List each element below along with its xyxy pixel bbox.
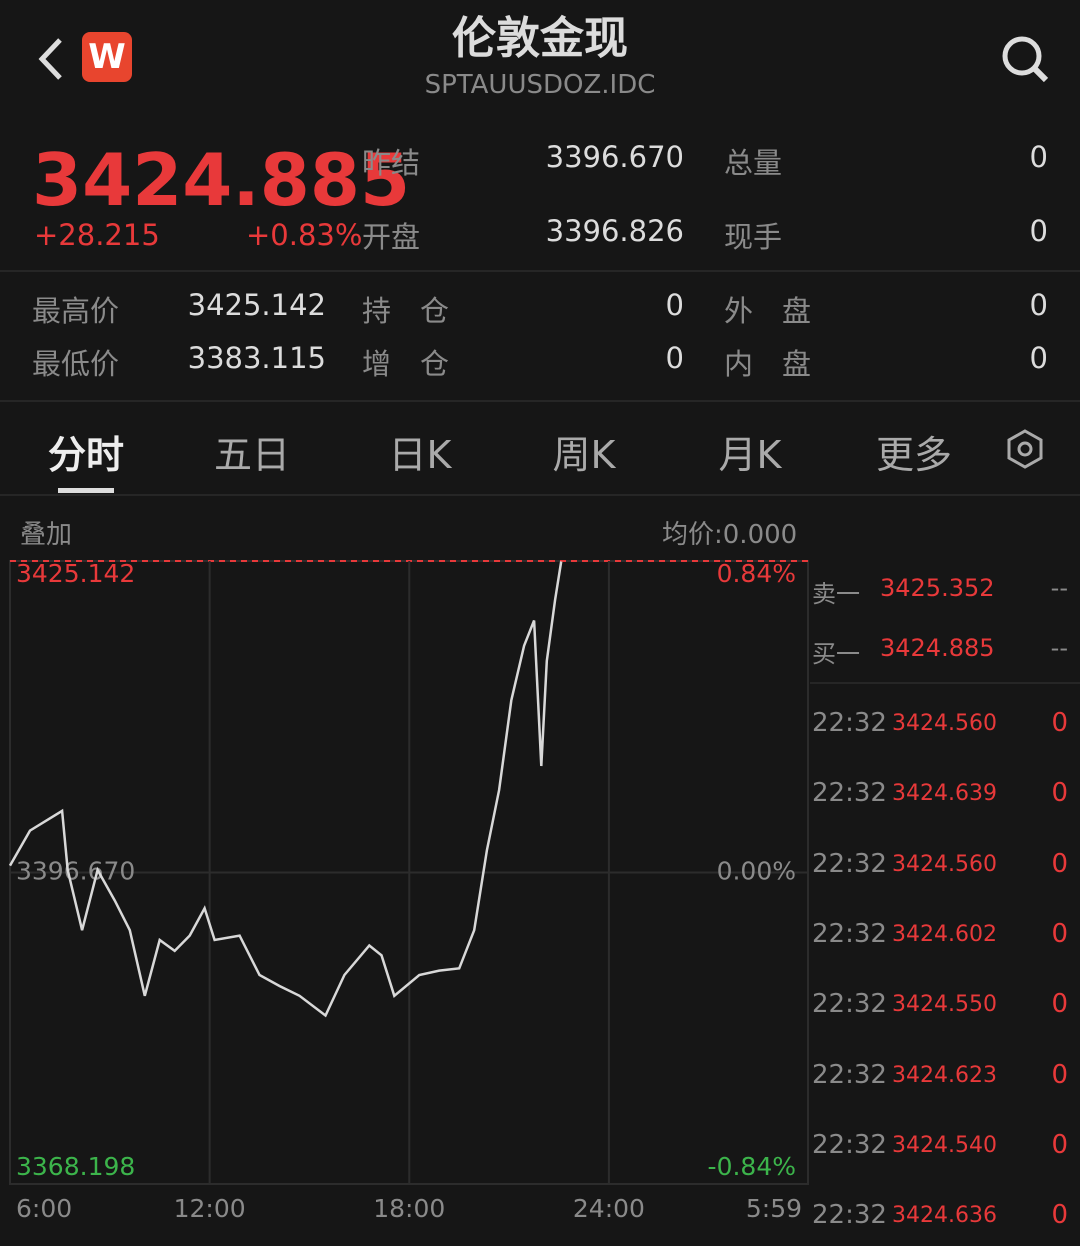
book-label: 买一 — [812, 640, 860, 668]
divider — [0, 270, 1080, 272]
y2-tick-label: -0.84% — [708, 1152, 796, 1181]
trade-time: 22:32 — [812, 778, 887, 809]
stat-label: 昨结 — [362, 146, 421, 180]
stat-value: 0 — [1029, 214, 1048, 248]
x-tick-label: 24:00 — [573, 1194, 645, 1223]
trade-price: 3424.540 — [892, 1132, 997, 1158]
change: +28.215 — [34, 218, 160, 252]
y-tick-label: 3396.670 — [16, 857, 135, 886]
tab[interactable]: 月K — [718, 433, 782, 477]
stat-label: 现手 — [724, 220, 783, 254]
book-label: 卖一 — [812, 580, 860, 608]
trade-volume: 0 — [1051, 778, 1068, 809]
book-volume: -- — [1050, 574, 1068, 602]
tab-indicator — [58, 488, 114, 493]
trade-time: 22:32 — [812, 848, 887, 879]
book-price: 3425.352 — [880, 574, 995, 602]
tab[interactable]: 分时 — [47, 433, 124, 477]
y-tick-label: 3425.142 — [16, 559, 135, 588]
trade-time: 22:32 — [812, 708, 887, 738]
x-tick-label: 6:00 — [16, 1194, 72, 1223]
trade-price: 3424.639 — [892, 781, 997, 807]
x-tick-label: 5:59 — [746, 1194, 802, 1223]
trade-time: 22:32 — [812, 1200, 887, 1231]
trade-price: 3424.636 — [892, 1203, 997, 1229]
trade-price: 3424.560 — [892, 711, 997, 736]
trade-volume: 0 — [1051, 1200, 1068, 1231]
overlay-button[interactable]: 叠加 — [20, 520, 73, 550]
stat-label: 最低价 — [32, 347, 120, 381]
divider — [0, 400, 1080, 402]
search-button[interactable] — [998, 32, 1052, 86]
divider — [810, 682, 1080, 684]
stat-value: 3396.670 — [545, 140, 684, 174]
stat-value: 3383.115 — [187, 341, 326, 375]
stat-value: 3425.142 — [187, 288, 326, 322]
app-logo[interactable]: W — [82, 32, 132, 82]
trade-time: 22:32 — [812, 989, 887, 1020]
price: 3424.885 — [32, 138, 411, 222]
stat-label: 最高价 — [32, 294, 120, 328]
title: 伦敦金现 — [452, 13, 628, 64]
stat-label: 开盘 — [362, 220, 421, 254]
trade-volume: 0 — [1051, 848, 1068, 879]
settings-button[interactable] — [1004, 428, 1046, 470]
book-price: 3424.885 — [880, 634, 995, 662]
stat-label: 增 仓 — [362, 347, 450, 381]
divider — [0, 494, 1080, 496]
avg-price: 均价:0.000 — [662, 520, 798, 550]
y2-tick-label: 0.84% — [717, 559, 796, 588]
trade-volume: 0 — [1051, 708, 1068, 738]
code: SPTAUUSDOZ.IDC — [424, 70, 656, 100]
x-tick-label: 12:00 — [174, 1194, 246, 1223]
y-tick-label: 3368.198 — [16, 1152, 135, 1181]
trade-price: 3424.602 — [892, 921, 997, 947]
tab[interactable]: 日K — [388, 433, 452, 477]
price-line — [8, 561, 563, 1018]
trade-time: 22:32 — [812, 918, 887, 949]
trade-time: 22:32 — [812, 1129, 887, 1160]
stat-value: 3396.826 — [545, 214, 684, 248]
trade-volume: 0 — [1051, 1059, 1068, 1090]
trade-price: 3424.560 — [892, 851, 997, 877]
stat-value: 0 — [1029, 341, 1048, 375]
back-button[interactable] — [34, 36, 68, 82]
tab[interactable]: 更多 — [875, 433, 952, 477]
y2-tick-label: 0.00% — [717, 857, 796, 886]
trade-price: 3424.623 — [892, 1062, 997, 1088]
stat-label: 持 仓 — [362, 294, 450, 328]
stat-value: 0 — [665, 341, 684, 375]
x-tick-label: 18:00 — [373, 1194, 445, 1223]
trade-time: 22:32 — [812, 1059, 887, 1090]
stat-label: 总量 — [724, 146, 783, 180]
trade-price: 3424.550 — [892, 992, 997, 1018]
stat-label: 外 盘 — [724, 294, 812, 328]
tab[interactable]: 周K — [552, 433, 616, 477]
trade-volume: 0 — [1051, 1129, 1068, 1160]
change-pct: +0.83% — [246, 218, 363, 252]
stat-value: 0 — [1029, 288, 1048, 322]
trade-volume: 0 — [1051, 989, 1068, 1020]
book-volume: -- — [1050, 634, 1068, 662]
stat-label: 内 盘 — [724, 347, 812, 381]
stat-value: 0 — [1029, 140, 1048, 174]
trade-volume: 0 — [1051, 918, 1068, 949]
stat-value: 0 — [665, 288, 684, 322]
tab[interactable]: 五日 — [213, 433, 290, 477]
